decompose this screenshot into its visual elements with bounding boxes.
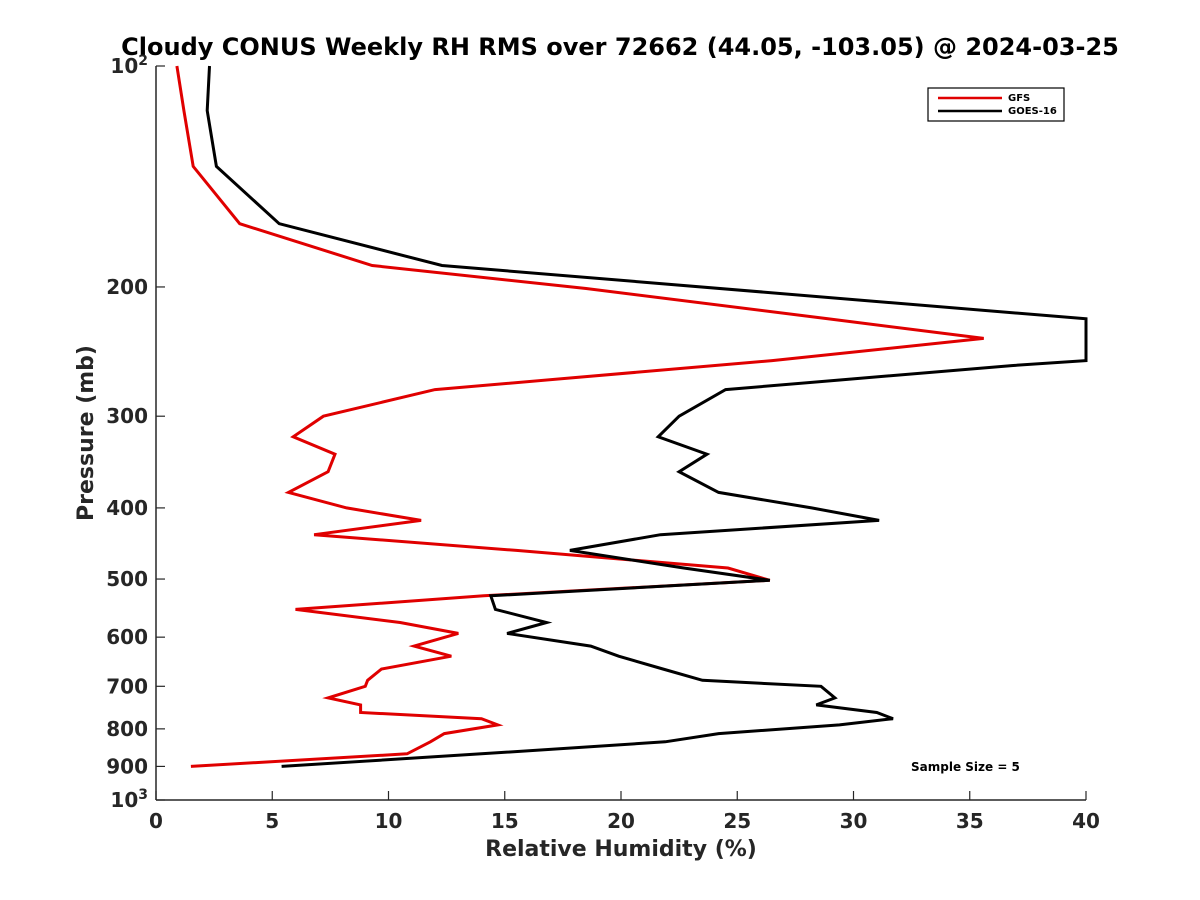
y-tick-label: 700 xyxy=(106,674,148,698)
x-tick-label: 25 xyxy=(723,809,751,833)
y-axis-label: Pressure (mb) xyxy=(74,345,99,521)
series-line-goes-16 xyxy=(205,65,1088,768)
x-tick-label: 0 xyxy=(149,809,163,833)
y-tick-exponent: 2 xyxy=(138,53,148,69)
y-tick-label: 600 xyxy=(106,625,148,649)
x-tick-label: 35 xyxy=(956,809,984,833)
x-axis-label: Relative Humidity (%) xyxy=(485,837,757,862)
x-tick-label: 15 xyxy=(491,809,519,833)
legend: GFS GOES-16 xyxy=(927,87,1065,122)
x-tick-label: 10 xyxy=(375,809,403,833)
series-line-gfs xyxy=(175,65,984,768)
y-tick-label: 800 xyxy=(106,717,148,741)
x-ticks: 0 5 10 15 20 25 30 35 40 xyxy=(149,791,1100,833)
legend-box xyxy=(927,87,1065,122)
y-tick-exponent: 3 xyxy=(138,787,148,803)
y-tick-label: 500 xyxy=(106,567,148,591)
sample-size-annotation: Sample Size = 5 xyxy=(911,760,1020,774)
y-ticks: 102 200 300 400 500 600 700 800 900 103 xyxy=(106,53,165,812)
y-tick-label: 103 xyxy=(110,787,148,812)
x-tick-label: 20 xyxy=(607,809,635,833)
y-tick-label: 102 xyxy=(110,53,148,78)
y-tick-label: 400 xyxy=(106,496,148,520)
x-tick-label: 30 xyxy=(840,809,868,833)
y-tick-label: 300 xyxy=(106,404,148,428)
y-tick-label: 900 xyxy=(106,754,148,778)
series-layer xyxy=(175,65,1088,768)
legend-goes16-label: GOES-16 xyxy=(1008,106,1057,117)
legend-gfs-label: GFS xyxy=(1008,93,1030,104)
x-tick-label: 40 xyxy=(1072,809,1100,833)
y-tick-label: 200 xyxy=(106,275,148,299)
plot-area xyxy=(156,66,1086,800)
x-tick-label: 5 xyxy=(265,809,279,833)
chart-title: Cloudy CONUS Weekly RH RMS over 72662 (4… xyxy=(121,33,1119,61)
